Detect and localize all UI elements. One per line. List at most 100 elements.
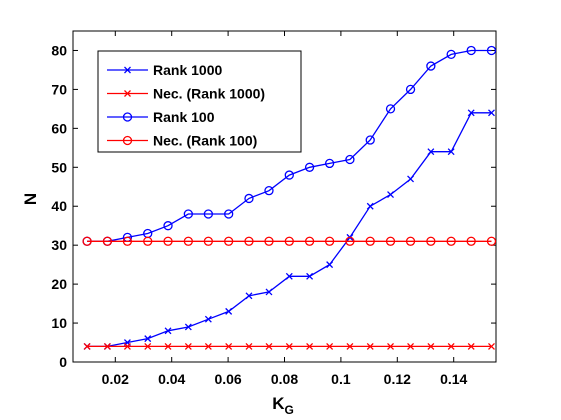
data-point [224, 209, 234, 219]
data-point [265, 342, 273, 350]
data-point [164, 342, 172, 350]
x-tick-label: 0.04 [158, 371, 185, 387]
y-tick-label: 70 [51, 81, 67, 97]
data-point [164, 327, 172, 335]
data-point [304, 162, 315, 172]
data-point [264, 186, 274, 196]
data-point [224, 236, 234, 246]
legend-entry: Rank 1000 [107, 62, 222, 78]
data-point [265, 288, 273, 296]
data-point [488, 342, 495, 350]
legend-marker [122, 112, 133, 122]
data-point [203, 236, 214, 246]
data-point [407, 175, 415, 183]
series-4 [82, 236, 497, 246]
legend-label: Rank 1000 [153, 62, 222, 78]
x-tick-label: 0.12 [384, 371, 411, 387]
data-point [345, 236, 355, 246]
y-tick-label: 50 [51, 159, 67, 175]
x-axis: 0.02 0.04 0.06 0.08 0.1 0.12 0.14 [102, 31, 468, 387]
data-point [365, 236, 375, 246]
data-point [103, 342, 111, 350]
y-axis: 0 10 20 30 40 50 60 70 80 [51, 42, 496, 370]
data-point [486, 45, 497, 56]
x-axis-label: KG [272, 394, 294, 417]
data-point [306, 342, 314, 350]
y-tick-label: 40 [51, 198, 67, 214]
data-point [244, 236, 254, 246]
data-point [365, 135, 375, 145]
legend-marker [124, 66, 131, 74]
series-layer [82, 45, 497, 350]
data-point [285, 272, 293, 280]
data-point [144, 342, 152, 350]
data-point [366, 342, 374, 350]
x-tick-label: 0.08 [271, 371, 298, 387]
data-point [123, 342, 131, 350]
x-axis-label-subscript: G [284, 403, 293, 417]
data-point [405, 84, 416, 95]
data-point [326, 261, 334, 269]
series-line [87, 49, 492, 242]
legend-label: Rank 100 [153, 109, 215, 125]
data-point [467, 342, 475, 350]
data-point [184, 323, 192, 331]
data-point [83, 342, 91, 350]
legend-marker [124, 90, 131, 97]
data-point [466, 236, 476, 246]
data-point [446, 49, 456, 60]
data-point [427, 342, 435, 350]
data-point [203, 209, 214, 219]
data-point [285, 342, 293, 350]
data-point [405, 236, 416, 246]
series-2 [83, 342, 495, 350]
legend-box [97, 50, 302, 153]
data-point [284, 170, 294, 180]
data-point [102, 236, 113, 246]
data-point [466, 45, 476, 56]
data-point [122, 236, 133, 246]
y-tick-label: 80 [51, 42, 67, 58]
data-point [366, 202, 374, 210]
y-tick-label: 10 [51, 315, 67, 331]
data-point [324, 236, 335, 246]
x-tick-label: 0.02 [102, 371, 129, 387]
y-tick-label: 30 [51, 237, 67, 253]
legend-label: Nec. (Rank 1000) [153, 86, 265, 102]
data-point [204, 342, 212, 350]
data-point [163, 236, 173, 246]
legend-label: Nec. (Rank 100) [153, 133, 257, 149]
data-point [488, 109, 495, 117]
legend-marker [122, 135, 133, 146]
data-point [143, 236, 153, 246]
legend-entry: Rank 100 [107, 109, 215, 125]
data-point [326, 342, 334, 350]
data-point [407, 342, 415, 350]
data-point [387, 191, 394, 199]
data-point [245, 292, 253, 300]
y-axis-label: N [21, 193, 40, 205]
data-point [447, 342, 455, 350]
data-point [426, 236, 436, 246]
data-point [346, 342, 354, 350]
y-tick-label: 20 [51, 276, 67, 292]
data-point [244, 193, 254, 204]
data-point [345, 154, 355, 165]
data-point [467, 109, 475, 117]
data-point [385, 104, 396, 114]
y-tick-label: 0 [59, 354, 67, 370]
data-point [225, 307, 233, 315]
x-tick-label: 0.06 [214, 371, 241, 387]
data-point [306, 272, 314, 280]
data-point [245, 342, 253, 350]
data-point [144, 335, 152, 343]
data-point [324, 158, 335, 169]
legend-entry: Nec. (Rank 100) [107, 133, 257, 149]
data-point [183, 236, 193, 246]
data-point [82, 236, 92, 246]
data-point [486, 236, 497, 246]
data-point [304, 236, 315, 246]
legend: Rank 1000 Nec. (Rank 1000) Rank 100 Nec. (R… [97, 50, 302, 153]
data-point [264, 236, 274, 246]
y-tick-label: 60 [51, 120, 67, 136]
